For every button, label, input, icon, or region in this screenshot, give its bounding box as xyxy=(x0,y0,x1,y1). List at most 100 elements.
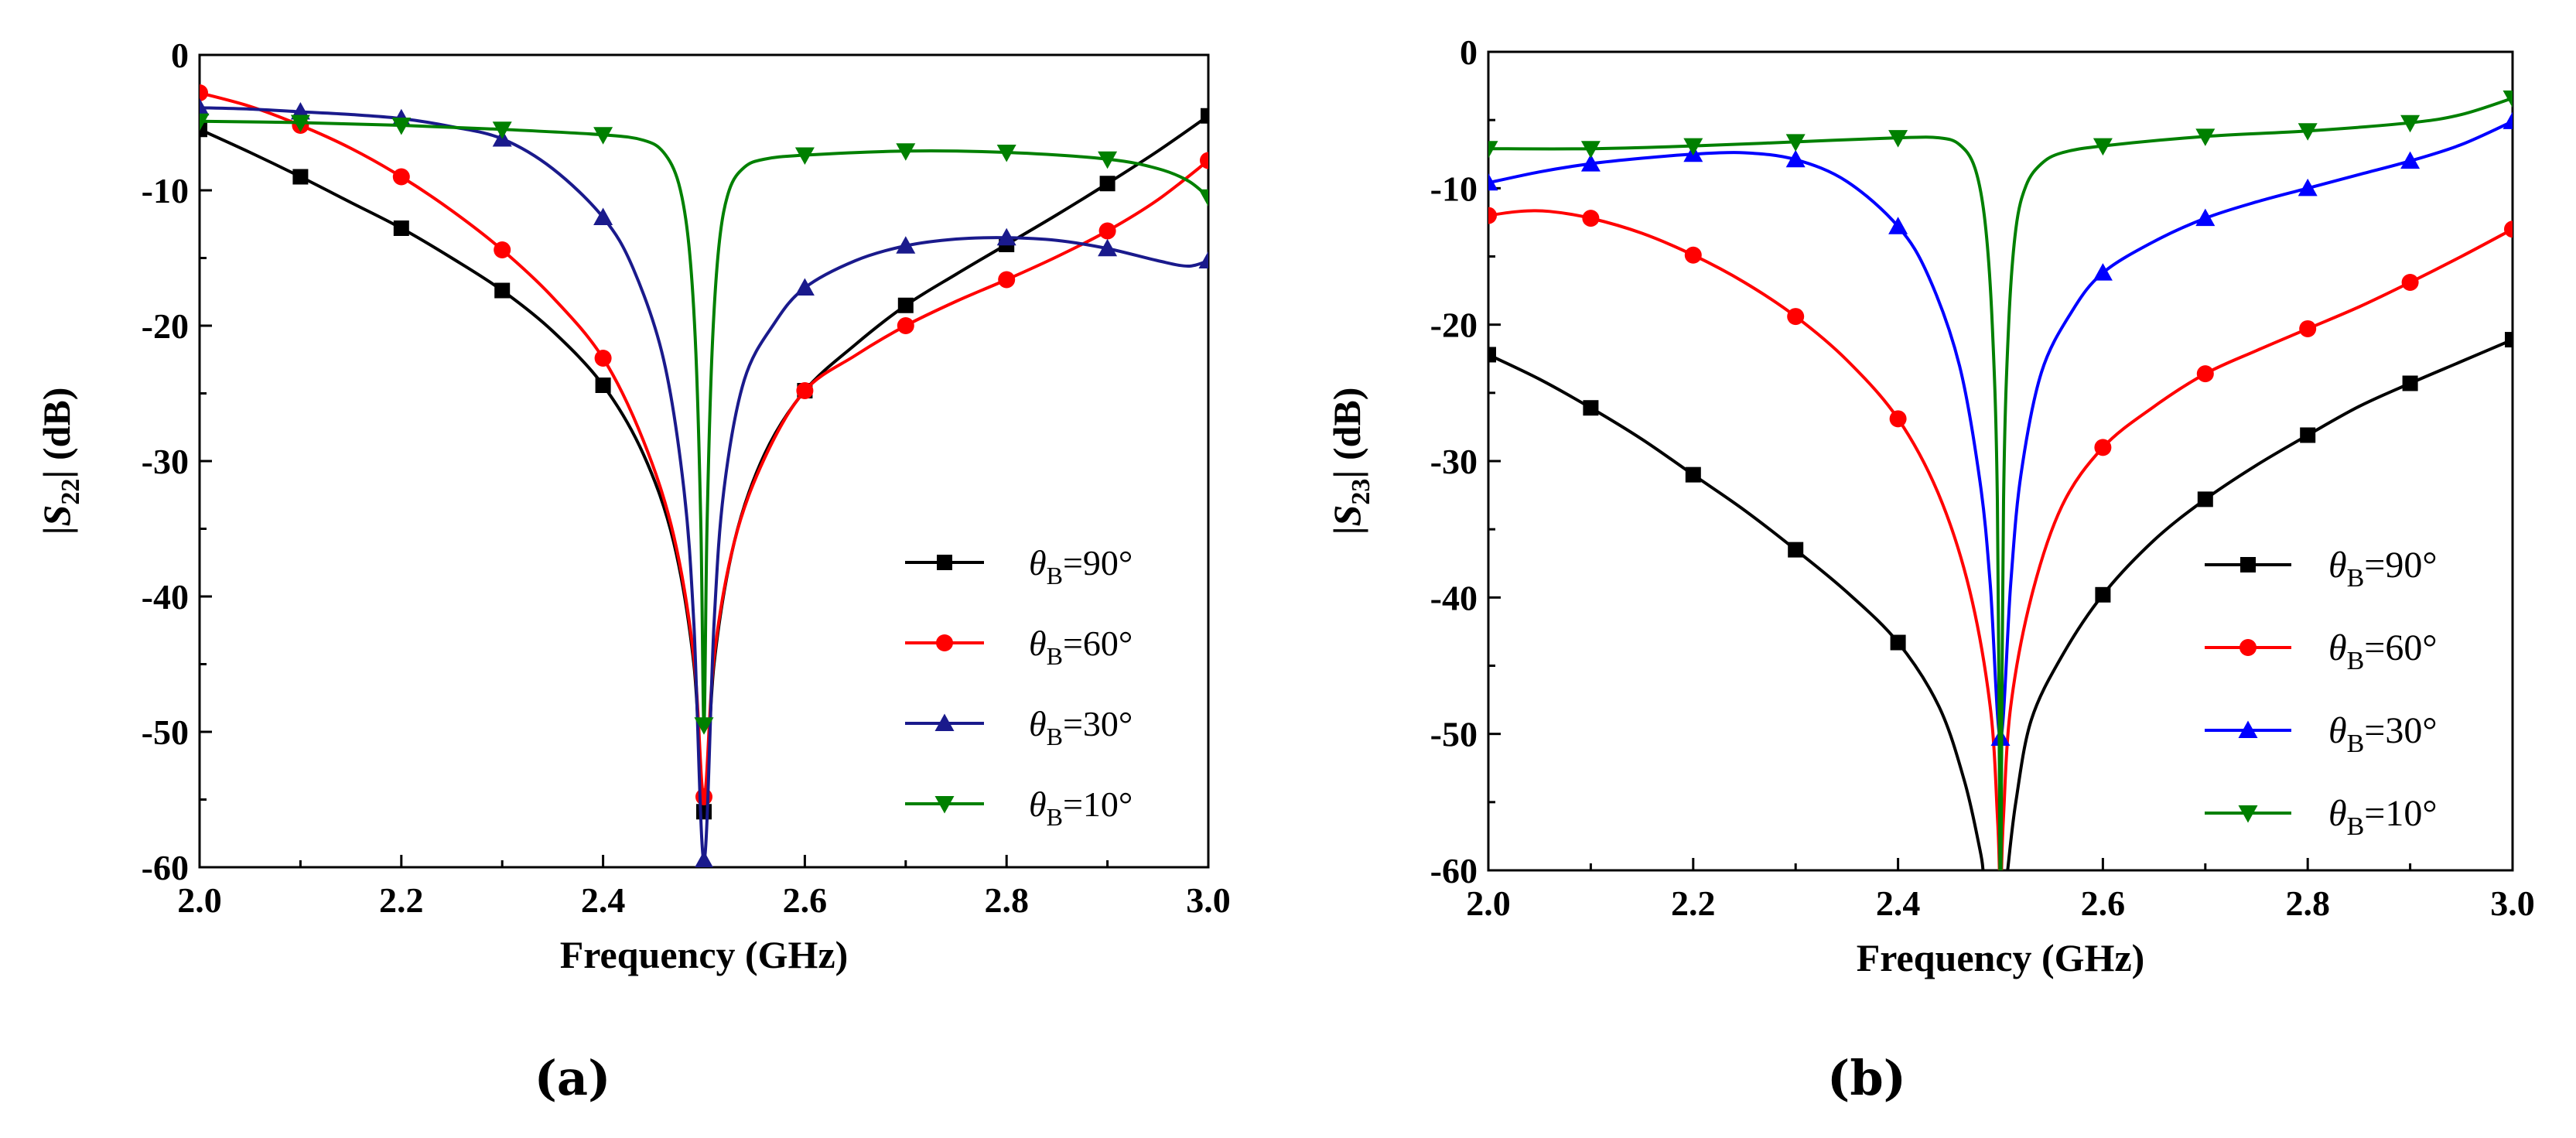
series-line xyxy=(2000,227,2513,870)
data-point xyxy=(1890,634,1906,651)
data-point xyxy=(391,118,412,135)
x-tick-label: 2.2 xyxy=(379,880,424,920)
y-tick-label: -30 xyxy=(142,442,189,481)
data-point xyxy=(696,804,712,820)
data-point xyxy=(694,717,714,735)
series-line xyxy=(1488,135,2002,870)
data-point xyxy=(1098,151,1118,169)
series-group xyxy=(200,84,1208,867)
data-point xyxy=(1098,222,1116,240)
legend-entry: θB=30° xyxy=(1029,704,1133,750)
data-point xyxy=(1488,141,1498,159)
data-point xyxy=(1583,400,1599,416)
x-tick-label: 2.0 xyxy=(1466,883,1511,923)
data-point xyxy=(200,121,207,138)
x-axis-label: Frequency (GHz) xyxy=(1857,936,2145,979)
data-point xyxy=(2503,111,2513,129)
legend-entry: θB=60° xyxy=(2328,627,2438,675)
y-tick-label: -10 xyxy=(1430,169,1478,208)
data-point xyxy=(1198,251,1208,268)
y-tick-label: 0 xyxy=(1460,32,1478,72)
data-point xyxy=(595,378,611,393)
series-line xyxy=(200,119,1208,727)
data-point xyxy=(1582,210,1600,227)
data-point xyxy=(1488,173,1498,191)
legend-entry: θB=10° xyxy=(2328,793,2438,841)
data-point xyxy=(392,168,410,186)
data-point xyxy=(2195,128,2216,146)
x-axis-label: Frequency (GHz) xyxy=(560,933,849,976)
legend-marker xyxy=(2238,720,2258,738)
data-point xyxy=(1683,138,1703,156)
data-point xyxy=(2095,586,2111,603)
chart-panel-a: 0 -10 -20 -30 -40 -50 -602.0 2.2 2.4 2.6 2.8 3.0 Fre… xyxy=(35,36,1231,1106)
data-point xyxy=(1685,466,1701,483)
data-point xyxy=(2298,123,2318,141)
data-point xyxy=(1488,347,1496,363)
data-point xyxy=(593,127,613,145)
data-point xyxy=(1787,308,1805,326)
data-point xyxy=(1684,246,1702,264)
data-point xyxy=(492,121,512,139)
data-point xyxy=(1488,207,1497,224)
y-tick-label: -20 xyxy=(1430,306,1478,345)
data-point xyxy=(794,147,815,165)
data-point xyxy=(200,84,208,101)
data-point xyxy=(494,282,511,299)
legend-marker xyxy=(934,713,955,731)
x-tick-label: 2.8 xyxy=(2285,883,2330,923)
data-point xyxy=(292,169,309,185)
y-tick-label: -50 xyxy=(1430,715,1478,754)
data-point xyxy=(2402,375,2418,391)
data-point xyxy=(2093,138,2113,156)
series-line xyxy=(1488,209,2001,870)
data-point xyxy=(393,220,409,236)
data-point xyxy=(998,271,1016,289)
data-point xyxy=(896,143,916,161)
x-tick-label: 2.4 xyxy=(581,880,626,920)
data-point xyxy=(1580,141,1601,159)
data-point xyxy=(1580,154,1601,172)
data-point xyxy=(2505,332,2513,348)
data-point xyxy=(200,113,210,132)
legend-marker xyxy=(936,634,953,651)
y-tick-label: -20 xyxy=(142,306,189,346)
legend-entry: θB=60° xyxy=(1029,624,1133,670)
data-point xyxy=(594,350,612,367)
y-tick-label: 0 xyxy=(171,36,189,75)
data-point xyxy=(1200,152,1208,169)
data-point xyxy=(695,850,713,867)
data-point xyxy=(1201,108,1208,124)
x-tick-label: 2.4 xyxy=(1876,883,1921,923)
y-tick-label: -10 xyxy=(142,171,189,210)
data-point xyxy=(2504,220,2513,238)
data-point xyxy=(1098,238,1118,257)
series-line xyxy=(2006,338,2513,870)
data-point xyxy=(290,114,310,132)
x-tick-label: 2.6 xyxy=(2081,883,2126,923)
data-point xyxy=(1888,130,1908,148)
series-line xyxy=(1488,120,2513,740)
data-point xyxy=(794,278,815,296)
data-point xyxy=(2298,178,2318,197)
chart-panel-b: 0 -10 -20 -30 -40 -50 -602.0 2.2 2.4 2.6 2.8 3.0 Fre… xyxy=(1325,32,2535,1106)
y-axis-label: |S22| (dB) xyxy=(35,388,85,535)
data-point xyxy=(2400,114,2421,133)
data-point xyxy=(996,145,1016,162)
legend-entry: θB=10° xyxy=(1029,784,1133,831)
data-point xyxy=(2401,274,2419,292)
y-tick-label: -40 xyxy=(1430,578,1478,617)
x-tick-label: 3.0 xyxy=(1186,880,1231,920)
legend-entry: θB=90° xyxy=(2328,545,2438,593)
series-group xyxy=(1488,90,2513,870)
y-tick-label: -60 xyxy=(142,848,189,887)
legend-marker xyxy=(2239,639,2257,656)
series-line xyxy=(1999,97,2513,870)
data-point xyxy=(2400,151,2421,169)
legend: θB=90° θB=60° θB=30° θB=10° xyxy=(905,543,1133,831)
data-point xyxy=(896,236,916,254)
data-point xyxy=(593,207,613,225)
legend-marker xyxy=(934,796,955,814)
data-point xyxy=(897,297,914,313)
